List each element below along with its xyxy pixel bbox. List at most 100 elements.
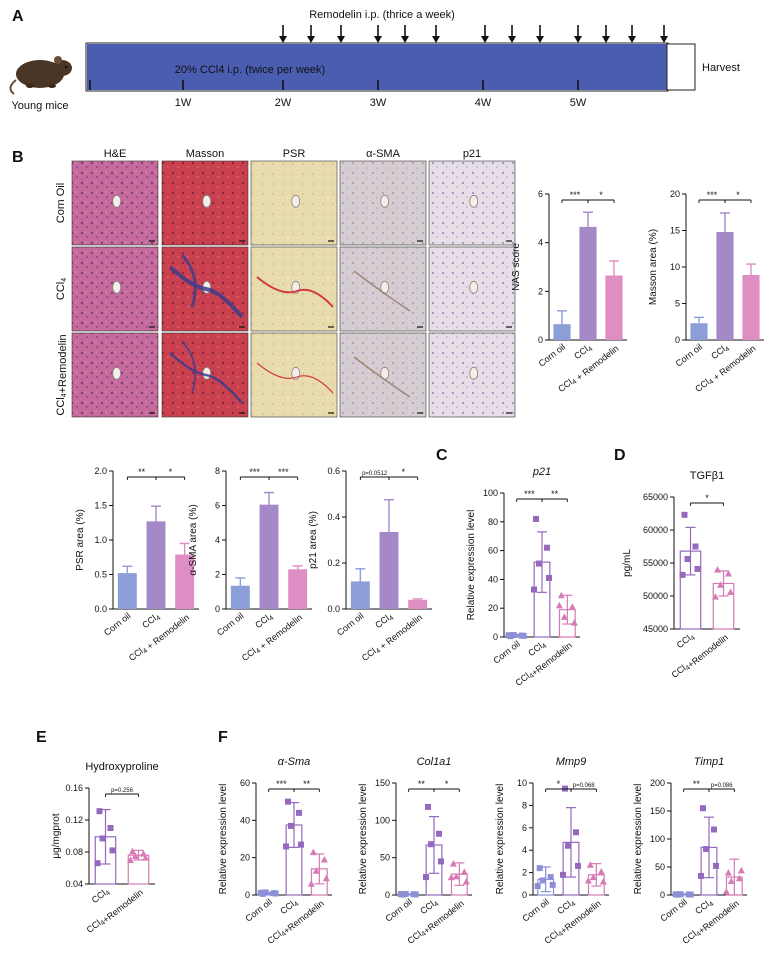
arrow-head-3 bbox=[374, 36, 382, 43]
asma_g-sig-label-1: ** bbox=[303, 779, 311, 789]
tgf-point-0-1 bbox=[692, 543, 699, 550]
psr-cat-0: Corn oil bbox=[102, 611, 133, 638]
timp-point-1-0 bbox=[700, 805, 706, 812]
timp-title: Timp1 bbox=[694, 756, 724, 768]
collagen-2-2 bbox=[256, 362, 334, 394]
young-mice-label: Young mice bbox=[11, 100, 68, 112]
mmp-ytick-label-2: 4 bbox=[522, 845, 527, 855]
mmp-point-1-3 bbox=[575, 862, 581, 869]
mmp-ytick-label-1: 2 bbox=[522, 868, 527, 878]
p21-sig-label-1: ** bbox=[551, 489, 559, 499]
masson-ytick-label-4: 20 bbox=[670, 189, 680, 199]
mmp-point-2-0 bbox=[586, 861, 594, 868]
p21-point-2-4 bbox=[555, 601, 563, 609]
mouse-icon bbox=[9, 56, 72, 95]
mmp-point-0-4 bbox=[534, 883, 541, 890]
psr-sig-label-0: ** bbox=[138, 467, 146, 477]
nas-ytick-label-2: 4 bbox=[538, 238, 543, 248]
timp-point-1-4 bbox=[698, 872, 704, 879]
timp-ylabel: Relative expression level bbox=[633, 784, 644, 895]
mmp-sig-label-0: * bbox=[557, 779, 561, 789]
timp-point-2-3 bbox=[737, 866, 745, 874]
p21a-ytick-label-3: 0.6 bbox=[327, 466, 340, 476]
p21a-bar-0 bbox=[350, 581, 370, 609]
arrow-head-4 bbox=[401, 36, 409, 43]
asma_g-point-0-4 bbox=[257, 889, 264, 896]
mmp-point-0-3 bbox=[549, 881, 556, 888]
stain-label-2: PSR bbox=[283, 148, 306, 160]
tgf-ytick-label-1: 50000 bbox=[643, 591, 668, 601]
stain-label-3: α-SMA bbox=[366, 148, 401, 160]
nas-cat-0: Corn oil bbox=[537, 342, 568, 369]
chart-mmp9-expression: 0 2 4 6 8 10 Relative expression level Mmp9 Corn… bbox=[495, 756, 609, 946]
col-ytick-label-2: 100 bbox=[375, 815, 390, 825]
tgf-ytick-label-0: 45000 bbox=[643, 624, 668, 634]
vessel-0-3 bbox=[380, 194, 390, 208]
nas-cat-1: CCl4 bbox=[572, 342, 594, 363]
tgf-point-0-0 bbox=[681, 511, 688, 518]
asma_g-ylabel: Relative expression level bbox=[218, 784, 229, 895]
asma-ytick-label-2: 4 bbox=[215, 535, 220, 545]
vessel-1-0 bbox=[112, 280, 122, 294]
week-ticks: 1W 2W 3W 4W 5W bbox=[89, 80, 587, 109]
hyp-point-1-2 bbox=[132, 852, 139, 859]
mmp-point-0-2 bbox=[539, 877, 546, 884]
vessel-0-2 bbox=[291, 194, 301, 208]
timp-ytick-label-3: 150 bbox=[650, 806, 665, 816]
asma-sig-label-1: *** bbox=[278, 467, 289, 477]
hyp-point-0-3 bbox=[109, 847, 116, 854]
harvest-box bbox=[666, 43, 696, 91]
psr-bar-2 bbox=[175, 554, 195, 609]
p21-point-0-4 bbox=[505, 632, 512, 639]
p21a-sig-label-1: * bbox=[402, 467, 406, 477]
col-title: Col1a1 bbox=[417, 756, 452, 768]
masson-ylabel: Masson area (%) bbox=[648, 229, 659, 305]
col-point-1-1 bbox=[436, 830, 442, 837]
mmp-point-0-0 bbox=[536, 865, 543, 872]
p21-point-2-2 bbox=[560, 613, 568, 620]
p21a-sig-label-0: p=0.0512 bbox=[362, 471, 388, 477]
nas-ytick-label-3: 6 bbox=[538, 189, 543, 199]
chart-p21-expression: 0 20 40 60 80 100 Relative expression level p21… bbox=[466, 466, 580, 688]
arrow-head-8 bbox=[536, 36, 544, 43]
masson-ytick-label-1: 5 bbox=[675, 299, 680, 309]
hyp-ytick-label-2: 0.12 bbox=[65, 815, 83, 825]
chart-tgfb1: 4500050000550006000065000pg/mLTGFβ1CCl4C… bbox=[622, 470, 740, 680]
fibrosis-1-1 bbox=[168, 265, 244, 319]
arrow-head-6 bbox=[481, 36, 489, 43]
hyp-ytick-label-3: 0.16 bbox=[65, 783, 83, 793]
p21-ylabel: Relative expression level bbox=[466, 510, 477, 621]
harvest-label: Harvest bbox=[702, 62, 740, 74]
psr-cat-1: CCl4 bbox=[140, 611, 162, 632]
vessel-0-0 bbox=[112, 194, 122, 208]
asma_g-title: α-Sma bbox=[278, 756, 311, 768]
timp-point-2-2 bbox=[727, 877, 735, 884]
mmp-ytick-label-4: 8 bbox=[522, 800, 527, 810]
asma-ytick-label-3: 6 bbox=[215, 501, 220, 511]
tgf-ylabel: pg/mL bbox=[622, 549, 633, 577]
psr-ytick-label-0: 0.0 bbox=[94, 604, 107, 614]
hyp-point-1-3 bbox=[142, 854, 149, 861]
timp-sig-label-1: p=0.086 bbox=[711, 783, 734, 789]
col-ytick-label-0: 0 bbox=[385, 890, 390, 900]
p21-point-2-3 bbox=[570, 619, 578, 626]
stain-label-1: Masson bbox=[186, 148, 225, 160]
panel-b-letter: B bbox=[12, 149, 24, 166]
col-point-0-4 bbox=[397, 891, 404, 898]
asma_g-ytick-label-3: 60 bbox=[240, 778, 250, 788]
asma-bar-1 bbox=[259, 504, 279, 609]
panel-f-letter: F bbox=[218, 729, 228, 746]
hyp-ytick-label-1: 0.08 bbox=[65, 847, 83, 857]
vessel-1-4 bbox=[469, 280, 479, 294]
mmp-point-0-1 bbox=[547, 874, 554, 881]
mmp-point-2-3 bbox=[599, 878, 607, 885]
arrow-head-10 bbox=[602, 36, 610, 43]
psr-bar-0 bbox=[117, 573, 137, 609]
masson-bar-0 bbox=[690, 323, 708, 340]
hyp-point-0-0 bbox=[96, 808, 103, 815]
p21-point-1-3 bbox=[546, 574, 552, 581]
psr-ytick-label-3: 1.5 bbox=[94, 501, 107, 511]
hyp-point-1-4 bbox=[127, 856, 134, 863]
